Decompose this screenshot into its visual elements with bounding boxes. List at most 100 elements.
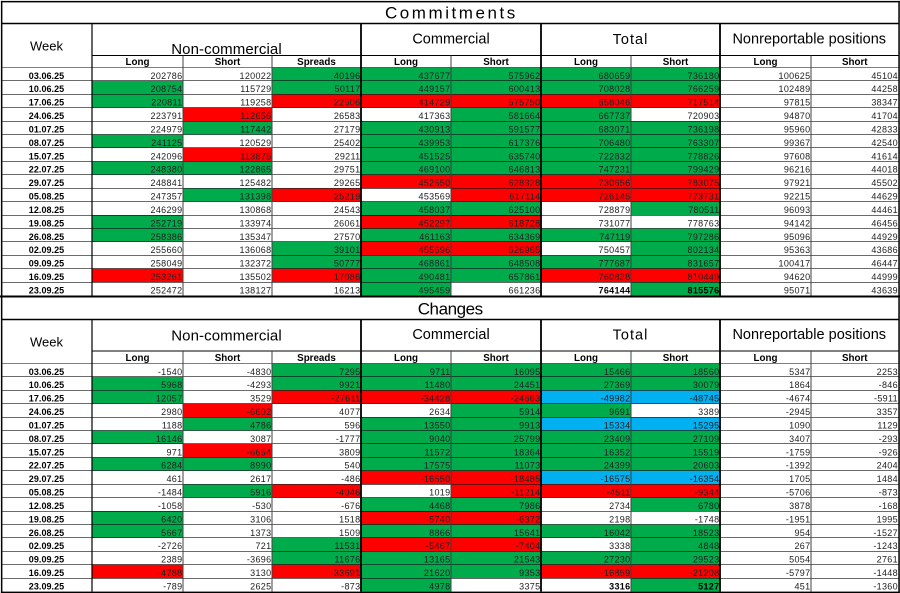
- svg-text:-1448: -1448: [873, 568, 898, 578]
- svg-text:29751: 29751: [334, 165, 361, 175]
- svg-text:831657: 831657: [688, 259, 720, 269]
- svg-text:5968: 5968: [161, 380, 182, 390]
- svg-text:10.06.25: 10.06.25: [29, 84, 64, 94]
- svg-text:731077: 731077: [599, 218, 631, 228]
- svg-text:667737: 667737: [599, 111, 631, 121]
- svg-text:255660: 255660: [151, 245, 183, 255]
- svg-text:08.07.25: 08.07.25: [29, 434, 64, 444]
- svg-text:726145: 726145: [599, 192, 631, 202]
- svg-text:458037: 458037: [419, 205, 451, 215]
- svg-text:-6602: -6602: [247, 407, 272, 417]
- svg-text:29.07.25: 29.07.25: [29, 474, 64, 484]
- svg-text:469100: 469100: [419, 165, 451, 175]
- svg-text:-1360: -1360: [873, 581, 898, 591]
- svg-text:4077: 4077: [339, 407, 360, 417]
- svg-text:44629: 44629: [871, 192, 898, 202]
- svg-text:20603: 20603: [693, 461, 720, 471]
- svg-text:5914: 5914: [519, 407, 540, 417]
- svg-text:252719: 252719: [151, 218, 183, 228]
- svg-text:Spreads: Spreads: [297, 57, 336, 68]
- svg-text:Short: Short: [663, 57, 689, 68]
- svg-text:1484: 1484: [877, 474, 898, 484]
- svg-text:50117: 50117: [335, 84, 361, 94]
- svg-text:439953: 439953: [419, 138, 451, 148]
- svg-text:9921: 9921: [339, 380, 360, 390]
- svg-text:799429: 799429: [688, 165, 720, 175]
- svg-text:19.08.25: 19.08.25: [29, 218, 64, 228]
- svg-text:8866: 8866: [429, 528, 450, 538]
- svg-text:575962: 575962: [509, 71, 541, 81]
- svg-text:Long: Long: [574, 57, 598, 68]
- svg-text:26.08.25: 26.08.25: [29, 528, 64, 538]
- svg-text:11531: 11531: [335, 541, 361, 551]
- svg-text:24451: 24451: [514, 380, 541, 390]
- svg-text:26.08.25: 26.08.25: [29, 232, 64, 242]
- svg-text:40196: 40196: [334, 71, 361, 81]
- svg-text:783075: 783075: [688, 178, 720, 188]
- svg-text:16042: 16042: [604, 528, 631, 538]
- svg-text:138127: 138127: [240, 285, 272, 295]
- svg-text:100417: 100417: [779, 259, 811, 269]
- svg-text:248841: 248841: [151, 178, 183, 188]
- svg-text:Long: Long: [126, 57, 150, 68]
- svg-text:5054: 5054: [789, 555, 810, 565]
- svg-text:Short: Short: [663, 353, 689, 364]
- svg-text:29.07.25: 29.07.25: [29, 178, 64, 188]
- svg-text:242096: 242096: [151, 151, 183, 161]
- svg-text:778826: 778826: [688, 151, 720, 161]
- svg-text:-1243: -1243: [873, 541, 898, 551]
- svg-text:-4674: -4674: [786, 394, 811, 404]
- svg-text:721: 721: [255, 541, 271, 551]
- svg-text:-1540: -1540: [158, 367, 183, 377]
- svg-text:102489: 102489: [779, 84, 811, 94]
- svg-text:646813: 646813: [509, 165, 541, 175]
- svg-text:1090: 1090: [789, 420, 810, 430]
- svg-text:136068: 136068: [240, 245, 272, 255]
- svg-text:764144: 764144: [599, 285, 631, 295]
- svg-text:253261: 253261: [151, 272, 183, 282]
- svg-text:96216: 96216: [784, 165, 811, 175]
- svg-text:27570: 27570: [334, 232, 361, 242]
- svg-text:720903: 720903: [688, 111, 720, 121]
- svg-text:-873: -873: [341, 581, 360, 591]
- svg-text:3878: 3878: [789, 501, 810, 511]
- svg-text:430913: 430913: [419, 124, 451, 134]
- svg-text:-49982: -49982: [601, 394, 631, 404]
- svg-text:224979: 224979: [151, 124, 183, 134]
- svg-text:3407: 3407: [789, 434, 810, 444]
- svg-text:-789: -789: [163, 581, 182, 591]
- svg-text:-16575: -16575: [601, 474, 631, 484]
- svg-text:1864: 1864: [789, 380, 810, 390]
- svg-text:94620: 94620: [784, 272, 811, 282]
- svg-text:43639: 43639: [871, 285, 898, 295]
- svg-text:223791: 223791: [151, 111, 183, 121]
- svg-text:-16354: -16354: [690, 474, 720, 484]
- svg-text:777687: 777687: [599, 259, 631, 269]
- svg-text:-293: -293: [879, 434, 898, 444]
- svg-text:495459: 495459: [419, 285, 451, 295]
- svg-text:-873: -873: [879, 488, 898, 498]
- svg-text:94870: 94870: [784, 111, 811, 121]
- svg-text:18560: 18560: [693, 367, 720, 377]
- svg-text:18364: 18364: [514, 447, 541, 457]
- svg-text:16213: 16213: [334, 285, 361, 295]
- svg-text:24.06.25: 24.06.25: [29, 111, 64, 121]
- svg-text:414729: 414729: [419, 98, 451, 108]
- svg-text:2253: 2253: [877, 367, 898, 377]
- svg-text:1373: 1373: [250, 528, 271, 538]
- svg-text:-676: -676: [341, 501, 360, 511]
- svg-text:122865: 122865: [240, 165, 272, 175]
- svg-text:3130: 3130: [250, 568, 271, 578]
- svg-text:11572: 11572: [425, 447, 451, 457]
- svg-text:97608: 97608: [784, 151, 811, 161]
- svg-text:25219: 25219: [334, 192, 361, 202]
- svg-text:461: 461: [166, 474, 182, 484]
- svg-text:133974: 133974: [240, 218, 272, 228]
- svg-text:12.08.25: 12.08.25: [29, 501, 64, 511]
- svg-text:95096: 95096: [784, 232, 811, 242]
- svg-text:15466: 15466: [604, 367, 631, 377]
- svg-text:-1527: -1527: [873, 528, 898, 538]
- svg-text:2404: 2404: [877, 461, 898, 471]
- svg-text:-9344: -9344: [695, 488, 720, 498]
- svg-text:132372: 132372: [240, 259, 272, 269]
